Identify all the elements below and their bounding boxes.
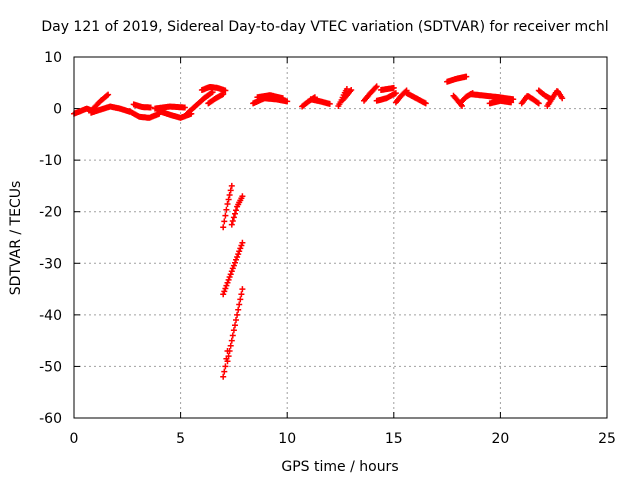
data-point-marker bbox=[222, 87, 229, 94]
data-point-marker bbox=[559, 95, 566, 102]
data-point-marker bbox=[237, 296, 244, 303]
y-tick-label: -50 bbox=[39, 359, 62, 375]
data-point-marker bbox=[223, 355, 230, 362]
data-point-marker bbox=[225, 276, 232, 283]
plot-frame bbox=[73, 56, 608, 419]
data-point-marker bbox=[220, 291, 227, 298]
data-point-marker bbox=[239, 239, 246, 246]
data-point-marker bbox=[230, 214, 237, 221]
data-point-marker bbox=[226, 274, 233, 280]
data-point-marker bbox=[229, 218, 236, 224]
data-point-marker bbox=[181, 104, 188, 111]
data-point-marker bbox=[232, 210, 238, 217]
data-point-marker bbox=[228, 337, 235, 344]
y-tick-label: -30 bbox=[39, 256, 62, 272]
data-point-marker bbox=[392, 90, 399, 97]
grid-lines bbox=[74, 57, 607, 418]
data-point-marker bbox=[226, 192, 233, 198]
y-tick-label: -20 bbox=[39, 205, 62, 221]
data-point-marker bbox=[279, 95, 286, 102]
data-point-marker bbox=[147, 104, 154, 111]
data-point-marker bbox=[228, 268, 235, 275]
data-point-marker bbox=[508, 99, 515, 106]
data-point-marker bbox=[233, 207, 239, 214]
data-point-marker bbox=[229, 265, 236, 272]
x-tick-labels: 0 5 10 15 20 25 bbox=[70, 431, 616, 447]
data-point-marker bbox=[220, 91, 227, 98]
y-tick-labels: 10 0 -10 -20 -30 -40 -50 -60 bbox=[39, 50, 62, 427]
data-point-marker bbox=[220, 224, 227, 231]
data-point-marker bbox=[224, 201, 231, 207]
data-point-marker bbox=[225, 196, 232, 203]
data-point-marker bbox=[233, 317, 239, 323]
data-point-marker bbox=[463, 73, 470, 80]
y-tick-label: 0 bbox=[53, 102, 62, 118]
data-point-marker bbox=[284, 98, 291, 105]
data-point-marker bbox=[535, 100, 542, 107]
data-point-marker bbox=[232, 259, 238, 266]
data-point-marker bbox=[373, 83, 380, 90]
data-point-marker bbox=[221, 368, 228, 375]
data-point-marker bbox=[372, 84, 379, 91]
data-point-marker bbox=[237, 245, 244, 252]
data-point-marker bbox=[390, 84, 397, 91]
y-tick-label: -60 bbox=[39, 411, 62, 427]
data-point-marker bbox=[234, 254, 241, 260]
y-tick-label: -10 bbox=[39, 153, 62, 169]
data-point-marker bbox=[222, 363, 229, 370]
data-point-marker bbox=[227, 187, 234, 194]
data-point-marker bbox=[239, 193, 246, 200]
data-point-marker bbox=[227, 271, 234, 278]
data-point-marker bbox=[105, 91, 112, 98]
y-axis-label: SDTVAR / TECUs bbox=[8, 181, 24, 296]
data-point-marker bbox=[104, 92, 110, 99]
y-tick-label: -40 bbox=[39, 308, 62, 324]
data-point-marker bbox=[233, 256, 239, 263]
data-point-marker bbox=[422, 100, 429, 107]
data-point-marker bbox=[224, 279, 231, 286]
data-point-marker bbox=[234, 311, 241, 318]
x-tick-label: 5 bbox=[176, 431, 185, 447]
x-axis-label: GPS time / hours bbox=[281, 459, 398, 475]
data-point-marker bbox=[235, 306, 242, 313]
data-point-marker bbox=[221, 288, 228, 295]
data-point-marker bbox=[238, 242, 245, 249]
chart-title: Day 121 of 2019, Sidereal Day-to-day VTE… bbox=[41, 19, 608, 35]
data-point-marker bbox=[236, 301, 243, 308]
data-point-marker bbox=[221, 218, 228, 225]
data-point-marker bbox=[223, 206, 230, 213]
data-point-marker bbox=[348, 87, 355, 93]
data-point-marker bbox=[232, 322, 238, 329]
data-point-marker bbox=[224, 348, 231, 354]
x-tick-label: 10 bbox=[278, 431, 296, 447]
data-point-marker bbox=[343, 86, 350, 92]
data-point-marker bbox=[238, 291, 245, 298]
x-tick-label: 0 bbox=[70, 431, 79, 447]
data-point-marker bbox=[235, 251, 242, 258]
data-point-marker bbox=[228, 221, 235, 228]
data-point-marker bbox=[236, 248, 243, 255]
data-point-marker bbox=[222, 212, 229, 219]
x-tick-label: 20 bbox=[491, 431, 509, 447]
y-tick-label: 10 bbox=[44, 50, 62, 66]
data-point-marker bbox=[534, 99, 541, 106]
data-points bbox=[71, 73, 566, 380]
x-tick-label: 25 bbox=[598, 431, 616, 447]
x-tick-label: 15 bbox=[385, 431, 403, 447]
data-point-marker bbox=[239, 286, 246, 293]
data-point-marker bbox=[223, 282, 230, 289]
data-point-marker bbox=[229, 332, 236, 339]
data-point-marker bbox=[230, 327, 237, 334]
data-point-marker bbox=[326, 100, 333, 107]
data-point-marker bbox=[228, 182, 235, 189]
data-point-marker bbox=[227, 342, 234, 349]
data-point-marker bbox=[230, 262, 237, 269]
data-point-marker bbox=[220, 373, 227, 380]
data-point-marker bbox=[510, 96, 517, 103]
data-point-marker bbox=[222, 285, 229, 292]
